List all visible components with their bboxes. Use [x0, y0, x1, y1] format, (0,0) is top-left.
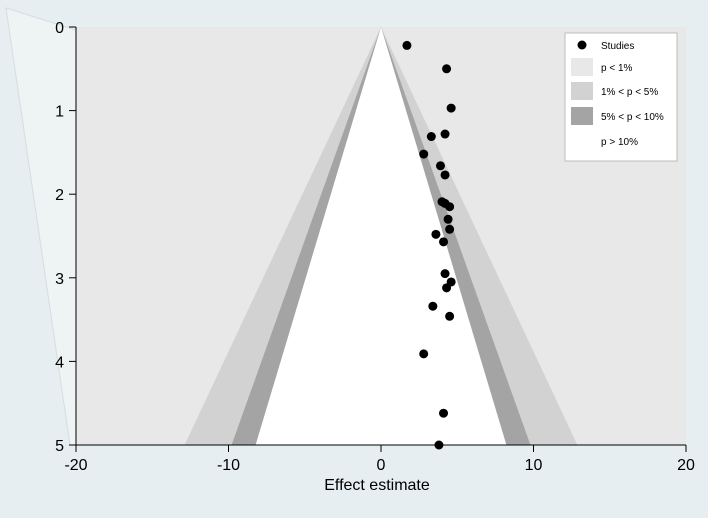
- study-point: [440, 269, 450, 279]
- legend-items: Studies p < 1% 1% < p < 5% 5% < p < 10% p > …: [571, 40, 664, 150]
- study-point: [431, 229, 441, 239]
- x-tick-label: 20: [677, 457, 695, 474]
- study-point: [426, 132, 436, 142]
- y-tick-label: 1: [55, 104, 64, 121]
- legend-label: p < 1%: [601, 63, 633, 74]
- study-point: [440, 170, 450, 180]
- x-tick-label: -10: [217, 457, 240, 474]
- study-points: [402, 40, 456, 450]
- y-tick-label: 2: [55, 187, 64, 204]
- legend-label: Studies: [601, 41, 634, 52]
- study-point: [439, 408, 449, 418]
- x-tick-label: 0: [377, 457, 386, 474]
- legend: Studies p < 1% 1% < p < 5% 5% < p < 10% p > …: [564, 32, 678, 162]
- axes: -20 -10 0 10 20 0 1 2 3 4 5 Effect estimate: [55, 20, 695, 494]
- contour-above-10-percent: [255, 27, 507, 445]
- study-point: [445, 311, 455, 321]
- legend-swatch: [571, 58, 593, 76]
- x-tick-label: -20: [64, 457, 87, 474]
- legend-swatch: [571, 132, 593, 150]
- study-point: [442, 64, 452, 74]
- study-point: [440, 129, 450, 139]
- study-point: [419, 349, 429, 359]
- legend-swatch: [571, 82, 593, 100]
- x-tick-label: 10: [525, 457, 543, 474]
- y-tick-label: 5: [55, 438, 64, 455]
- y-axis: 0 1 2 3 4 5: [55, 20, 77, 455]
- y-tick-label: 3: [55, 271, 64, 288]
- study-point: [443, 214, 453, 224]
- study-point: [445, 224, 455, 234]
- legend-marker-studies: [577, 40, 587, 50]
- x-axis-title: Effect estimate: [324, 477, 430, 494]
- x-axis: -20 -10 0 10 20: [64, 444, 695, 474]
- study-point: [445, 202, 455, 212]
- legend-label: p > 10%: [601, 137, 638, 148]
- legend-label: 5% < p < 10%: [601, 112, 664, 123]
- y-tick-label: 0: [55, 20, 64, 37]
- study-point: [428, 301, 438, 311]
- y-tick-label: 4: [55, 354, 64, 371]
- study-point: [446, 103, 456, 113]
- legend-swatch: [571, 107, 593, 125]
- study-point: [442, 283, 452, 293]
- legend-label: 1% < p < 5%: [601, 87, 658, 98]
- study-point: [439, 237, 449, 247]
- significance-contours: [184, 27, 578, 445]
- study-point: [435, 161, 445, 171]
- study-point: [419, 149, 429, 159]
- study-point: [402, 40, 412, 50]
- background-artifact: [5, 7, 77, 446]
